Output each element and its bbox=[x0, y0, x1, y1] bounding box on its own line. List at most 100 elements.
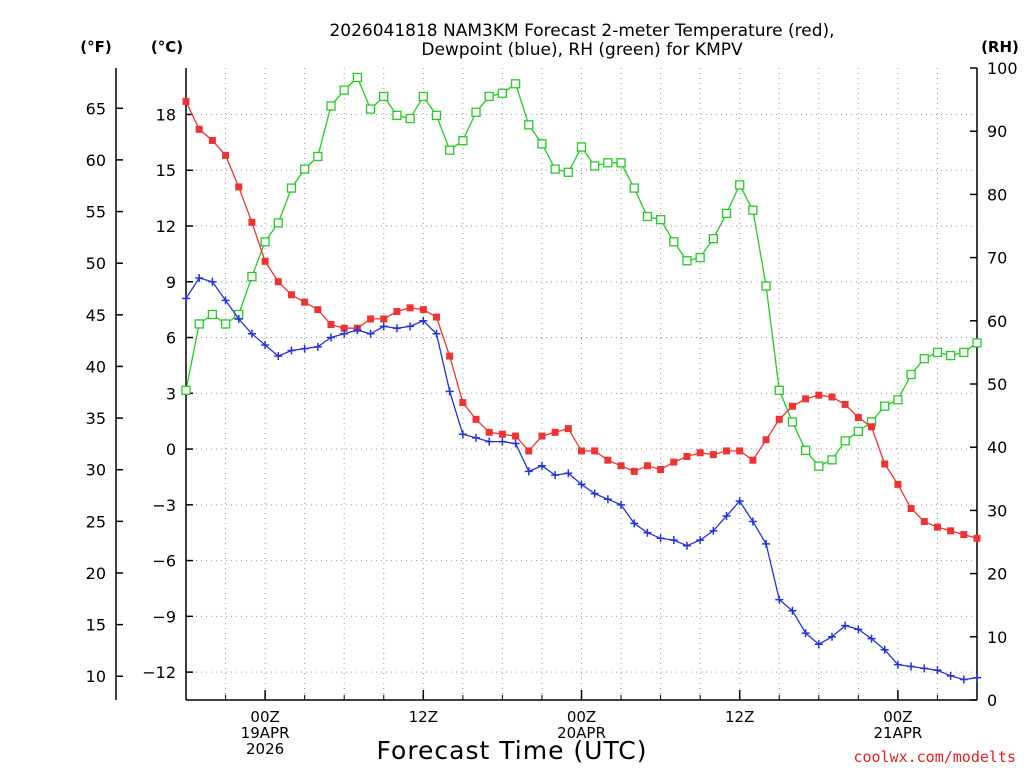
data-point bbox=[788, 402, 796, 410]
data-point bbox=[827, 455, 837, 465]
data-point bbox=[301, 298, 309, 306]
data-point bbox=[893, 660, 902, 669]
data-point bbox=[775, 595, 784, 604]
data-point bbox=[194, 319, 204, 329]
data-point bbox=[815, 391, 823, 399]
data-point bbox=[827, 632, 836, 641]
fahrenheit-tick-label: 35 bbox=[86, 409, 106, 428]
data-point bbox=[802, 395, 810, 403]
x-axis-title: Forecast Time (UTC) bbox=[377, 736, 648, 765]
data-point bbox=[511, 439, 520, 448]
dewpoint-series bbox=[182, 274, 981, 684]
data-point bbox=[366, 329, 375, 338]
data-point bbox=[471, 107, 481, 117]
data-point bbox=[497, 88, 508, 98]
celsius-tick-label: −9 bbox=[152, 607, 176, 626]
data-point bbox=[696, 536, 705, 545]
data-point bbox=[854, 625, 863, 634]
fahrenheit-tick-label: 55 bbox=[86, 203, 106, 222]
data-point bbox=[379, 91, 389, 102]
data-point bbox=[419, 316, 428, 325]
data-point bbox=[339, 85, 349, 95]
data-point bbox=[431, 110, 442, 121]
data-point bbox=[392, 324, 401, 333]
axes bbox=[115, 67, 978, 701]
data-point bbox=[643, 528, 652, 537]
data-point bbox=[709, 526, 718, 535]
data-point bbox=[550, 164, 560, 174]
data-point bbox=[234, 314, 243, 323]
data-point bbox=[630, 467, 638, 475]
x-tick-label: 2026 bbox=[246, 740, 284, 758]
rh-tick-label: 30 bbox=[987, 501, 1007, 520]
data-point bbox=[973, 534, 981, 542]
fahrenheit-tick-label: 65 bbox=[86, 99, 106, 118]
celsius-tick-label: 12 bbox=[156, 217, 176, 236]
data-point bbox=[801, 629, 810, 638]
data-point bbox=[419, 306, 427, 314]
data-point bbox=[841, 621, 850, 630]
data-point bbox=[261, 340, 270, 349]
data-point bbox=[800, 445, 811, 456]
x-tick-label: 12Z bbox=[725, 708, 754, 726]
data-point bbox=[577, 480, 586, 489]
data-point bbox=[959, 347, 969, 358]
data-point bbox=[313, 342, 322, 351]
data-point bbox=[182, 97, 190, 105]
data-point bbox=[749, 456, 757, 464]
data-point bbox=[656, 534, 665, 543]
data-point bbox=[512, 432, 520, 440]
fahrenheit-unit-label: (°F) bbox=[80, 38, 111, 56]
temperature-series bbox=[182, 97, 981, 542]
data-point bbox=[880, 401, 890, 411]
rh-tick-label: 70 bbox=[987, 249, 1007, 268]
data-point bbox=[683, 452, 691, 460]
data-point bbox=[524, 120, 534, 130]
data-point bbox=[880, 645, 889, 654]
data-point bbox=[340, 329, 349, 338]
data-point bbox=[617, 462, 625, 470]
data-point bbox=[894, 480, 902, 488]
data-point bbox=[655, 215, 666, 225]
data-point bbox=[814, 640, 823, 649]
gridlines bbox=[186, 68, 977, 700]
data-point bbox=[445, 387, 454, 396]
data-point bbox=[643, 462, 651, 470]
data-point bbox=[591, 447, 599, 455]
data-point bbox=[273, 218, 283, 228]
data-point bbox=[287, 346, 296, 355]
data-point bbox=[629, 183, 639, 193]
data-point bbox=[458, 430, 467, 439]
data-point bbox=[642, 211, 653, 222]
data-point bbox=[920, 664, 929, 673]
data-point bbox=[274, 352, 283, 361]
data-point bbox=[906, 369, 916, 380]
data-point bbox=[472, 415, 480, 423]
x-tick-label: 00Z bbox=[883, 708, 912, 726]
celsius-tick-label: 18 bbox=[156, 105, 176, 124]
data-point bbox=[722, 511, 731, 520]
data-point bbox=[828, 393, 836, 401]
x-tick-label: 12Z bbox=[409, 708, 438, 726]
data-point bbox=[195, 125, 203, 133]
data-point bbox=[853, 426, 863, 437]
data-point bbox=[576, 142, 587, 152]
data-point bbox=[748, 517, 757, 526]
data-point bbox=[945, 350, 956, 361]
fahrenheit-tick-label: 20 bbox=[86, 564, 106, 583]
data-point bbox=[524, 467, 533, 476]
data-point bbox=[538, 432, 546, 440]
data-point bbox=[748, 205, 758, 215]
data-point bbox=[959, 675, 968, 684]
data-point bbox=[854, 413, 862, 421]
x-tick-label: 19APR bbox=[241, 724, 290, 742]
data-point bbox=[617, 500, 626, 509]
series-line bbox=[185, 76, 978, 468]
data-point bbox=[459, 399, 467, 407]
data-point bbox=[669, 536, 678, 545]
data-point bbox=[604, 456, 612, 464]
rh-tick-label: 50 bbox=[987, 375, 1007, 394]
data-point bbox=[287, 291, 295, 299]
data-point bbox=[657, 466, 665, 474]
data-point bbox=[537, 139, 547, 149]
